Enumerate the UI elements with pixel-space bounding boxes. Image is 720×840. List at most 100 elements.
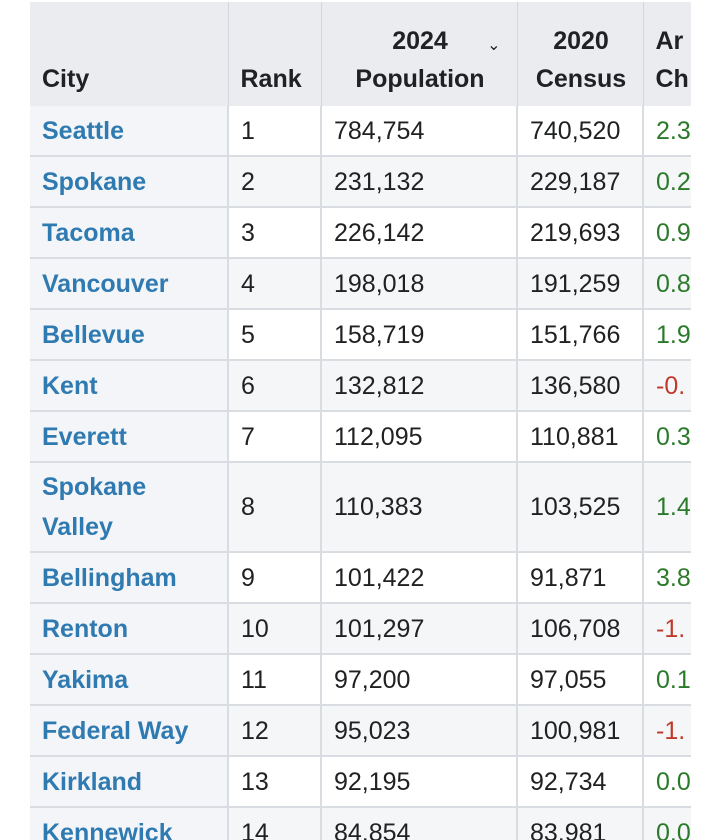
- population-2024-cell: 112,095: [321, 411, 518, 463]
- table-row: Renton 10 101,297 106,708 -1.: [30, 603, 691, 655]
- census-2020-cell: 136,580: [517, 360, 644, 412]
- census-2020-cell: 103,525: [517, 462, 644, 553]
- rank-cell: 6: [228, 360, 322, 412]
- column-header-change[interactable]: Ar Ch: [643, 2, 691, 106]
- population-2024-cell: 95,023: [321, 705, 518, 757]
- rank-cell: 13: [228, 756, 322, 808]
- population-2024-cell: 784,754: [321, 106, 518, 157]
- city-link[interactable]: Yakima: [30, 654, 229, 706]
- population-2024-cell: 92,195: [321, 756, 518, 808]
- city-link[interactable]: Everett: [30, 411, 229, 463]
- change-cell: -1.: [643, 603, 691, 655]
- city-link[interactable]: Seattle: [30, 106, 229, 157]
- city-link[interactable]: Renton: [30, 603, 229, 655]
- rank-cell: 3: [228, 207, 322, 259]
- column-header-population-line1: 2024: [392, 27, 448, 55]
- rank-cell: 5: [228, 309, 322, 361]
- column-header-rank[interactable]: Rank: [228, 2, 322, 106]
- city-link[interactable]: Vancouver: [30, 258, 229, 310]
- city-link[interactable]: Kent: [30, 360, 229, 412]
- census-2020-cell: 100,981: [517, 705, 644, 757]
- change-cell: -1.: [643, 705, 691, 757]
- city-link[interactable]: Kennewick: [30, 807, 229, 840]
- table-viewport[interactable]: City Rank 2024 Population ⌄ 2020 Census …: [30, 2, 691, 840]
- city-link[interactable]: Tacoma: [30, 207, 229, 259]
- column-header-census-line1: 2020: [553, 27, 609, 55]
- table-row: Everett 7 112,095 110,881 0.3: [30, 411, 691, 463]
- census-2020-cell: 229,187: [517, 156, 644, 208]
- change-cell: 1.4: [643, 462, 691, 553]
- census-2020-cell: 83,981: [517, 807, 644, 840]
- column-header-change-line2: Ch: [655, 65, 689, 93]
- city-link[interactable]: Bellevue: [30, 309, 229, 361]
- change-cell: -0.: [643, 360, 691, 412]
- population-2024-cell: 158,719: [321, 309, 518, 361]
- rank-cell: 9: [228, 552, 322, 604]
- rank-cell: 1: [228, 106, 322, 157]
- table-row: Vancouver 4 198,018 191,259 0.8: [30, 258, 691, 310]
- census-2020-cell: 92,734: [517, 756, 644, 808]
- city-link[interactable]: Spokane Valley: [30, 462, 229, 553]
- census-2020-cell: 740,520: [517, 106, 644, 157]
- column-header-change-line1: Ar: [655, 27, 684, 55]
- census-2020-cell: 110,881: [517, 411, 644, 463]
- change-cell: 0.2: [643, 156, 691, 208]
- table-row: Yakima 11 97,200 97,055 0.1: [30, 654, 691, 706]
- population-2024-cell: 84,854: [321, 807, 518, 840]
- population-2024-cell: 226,142: [321, 207, 518, 259]
- population-2024-cell: 97,200: [321, 654, 518, 706]
- table-row: Spokane 2 231,132 229,187 0.2: [30, 156, 691, 208]
- change-cell: 0.8: [643, 258, 691, 310]
- change-cell: 1.9: [643, 309, 691, 361]
- change-cell: 0.0: [643, 807, 691, 840]
- table-row: Kennewick 14 84,854 83,981 0.0: [30, 807, 691, 840]
- census-2020-cell: 97,055: [517, 654, 644, 706]
- population-2024-cell: 101,297: [321, 603, 518, 655]
- population-2024-cell: 110,383: [321, 462, 518, 553]
- column-header-population-2024[interactable]: 2024 Population ⌄: [321, 2, 518, 106]
- census-2020-cell: 219,693: [517, 207, 644, 259]
- population-2024-cell: 198,018: [321, 258, 518, 310]
- column-header-census-2020[interactable]: 2020 Census: [517, 2, 644, 106]
- population-2024-cell: 101,422: [321, 552, 518, 604]
- column-header-city[interactable]: City: [30, 2, 229, 106]
- rank-cell: 2: [228, 156, 322, 208]
- city-link[interactable]: Federal Way: [30, 705, 229, 757]
- city-link[interactable]: Spokane: [30, 156, 229, 208]
- change-cell: 0.0: [643, 756, 691, 808]
- column-header-rank-label: Rank: [240, 65, 302, 93]
- column-header-population-line2: Population: [355, 65, 485, 93]
- change-cell: 0.9: [643, 207, 691, 259]
- rank-cell: 14: [228, 807, 322, 840]
- rank-cell: 8: [228, 462, 322, 553]
- column-header-census-line2: Census: [535, 65, 627, 93]
- table-row: Bellevue 5 158,719 151,766 1.9: [30, 309, 691, 361]
- table-header-row: City Rank 2024 Population ⌄ 2020 Census …: [30, 2, 691, 106]
- table-row: Federal Way 12 95,023 100,981 -1.: [30, 705, 691, 757]
- table-row: Spokane Valley 8 110,383 103,525 1.4: [30, 462, 691, 553]
- census-2020-cell: 191,259: [517, 258, 644, 310]
- change-cell: 2.3: [643, 106, 691, 157]
- city-link[interactable]: Bellingham: [30, 552, 229, 604]
- table-row: Tacoma 3 226,142 219,693 0.9: [30, 207, 691, 259]
- cities-table: City Rank 2024 Population ⌄ 2020 Census …: [30, 2, 691, 840]
- table-row: Kirkland 13 92,195 92,734 0.0: [30, 756, 691, 808]
- rank-cell: 10: [228, 603, 322, 655]
- rank-cell: 4: [228, 258, 322, 310]
- change-cell: 3.8: [643, 552, 691, 604]
- change-cell: 0.3: [643, 411, 691, 463]
- table-row: Kent 6 132,812 136,580 -0.: [30, 360, 691, 412]
- rank-cell: 11: [228, 654, 322, 706]
- column-header-city-label: City: [42, 65, 90, 93]
- census-2020-cell: 91,871: [517, 552, 644, 604]
- table-row: Bellingham 9 101,422 91,871 3.8: [30, 552, 691, 604]
- population-2024-cell: 231,132: [321, 156, 518, 208]
- population-2024-cell: 132,812: [321, 360, 518, 412]
- census-2020-cell: 151,766: [517, 309, 644, 361]
- chevron-down-icon[interactable]: ⌄: [487, 37, 501, 54]
- census-2020-cell: 106,708: [517, 603, 644, 655]
- rank-cell: 7: [228, 411, 322, 463]
- rank-cell: 12: [228, 705, 322, 757]
- change-cell: 0.1: [643, 654, 691, 706]
- city-link[interactable]: Kirkland: [30, 756, 229, 808]
